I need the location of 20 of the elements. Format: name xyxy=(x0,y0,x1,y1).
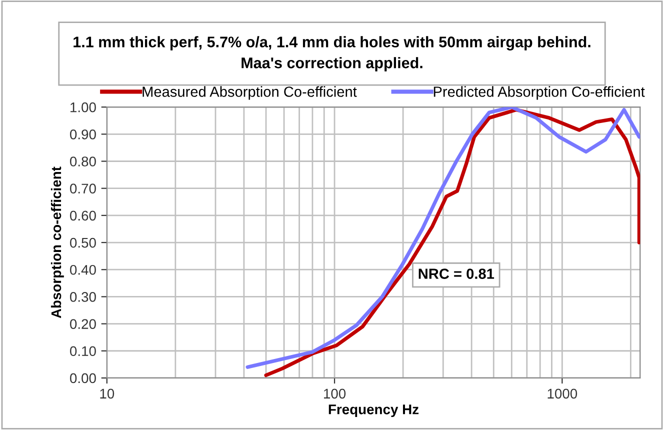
y-tick-label: 1.00 xyxy=(70,102,96,112)
y-tick-label: 0.20 xyxy=(70,319,96,329)
y-tick-label: 0.60 xyxy=(70,210,96,221)
legend-label: Predicted Absorption Co-efficient xyxy=(434,86,645,100)
x-axis-title: Frequency Hz xyxy=(328,404,419,418)
y-axis-title: Absorption co-efficient xyxy=(50,166,64,318)
legend-label: Measured Absorption Co-efficient xyxy=(142,86,357,100)
y-tick-label: 0.40 xyxy=(70,264,96,275)
y-tick-label: 0.50 xyxy=(70,238,96,248)
x-tick-label: 10 xyxy=(100,388,114,399)
y-tick-label: 0.80 xyxy=(70,156,96,166)
x-tick-label: 1000 xyxy=(548,388,578,399)
x-tick-label: 100 xyxy=(324,388,346,399)
y-tick-label: 0.30 xyxy=(70,292,96,302)
y-tick-label: 0.90 xyxy=(70,129,96,140)
y-tick-label: 0.70 xyxy=(70,184,96,194)
annotation: NRC = 0.81 xyxy=(418,268,494,279)
chart-title: 1.1 mm thick perf, 5.7% o/a, 1.4 mm dia holes with 50mm airgap behind. Maa's correction applied. xyxy=(74,36,590,72)
y-tick-label: 0.10 xyxy=(70,346,96,356)
y-tick-label: 0.00 xyxy=(70,373,96,384)
